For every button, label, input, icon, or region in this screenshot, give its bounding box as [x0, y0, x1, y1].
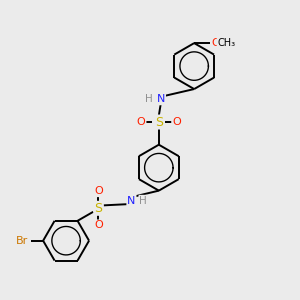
Text: S: S — [155, 116, 163, 128]
Text: O: O — [211, 38, 220, 48]
Text: O: O — [137, 117, 146, 127]
Text: N: N — [157, 94, 165, 104]
Text: O: O — [94, 186, 103, 196]
Text: H: H — [145, 94, 153, 104]
Text: O: O — [94, 220, 103, 230]
Text: H: H — [140, 196, 147, 206]
Text: O: O — [172, 117, 181, 127]
Text: Br: Br — [16, 236, 28, 246]
Text: S: S — [94, 202, 103, 215]
Text: CH₃: CH₃ — [218, 38, 236, 48]
Text: N: N — [127, 196, 136, 206]
